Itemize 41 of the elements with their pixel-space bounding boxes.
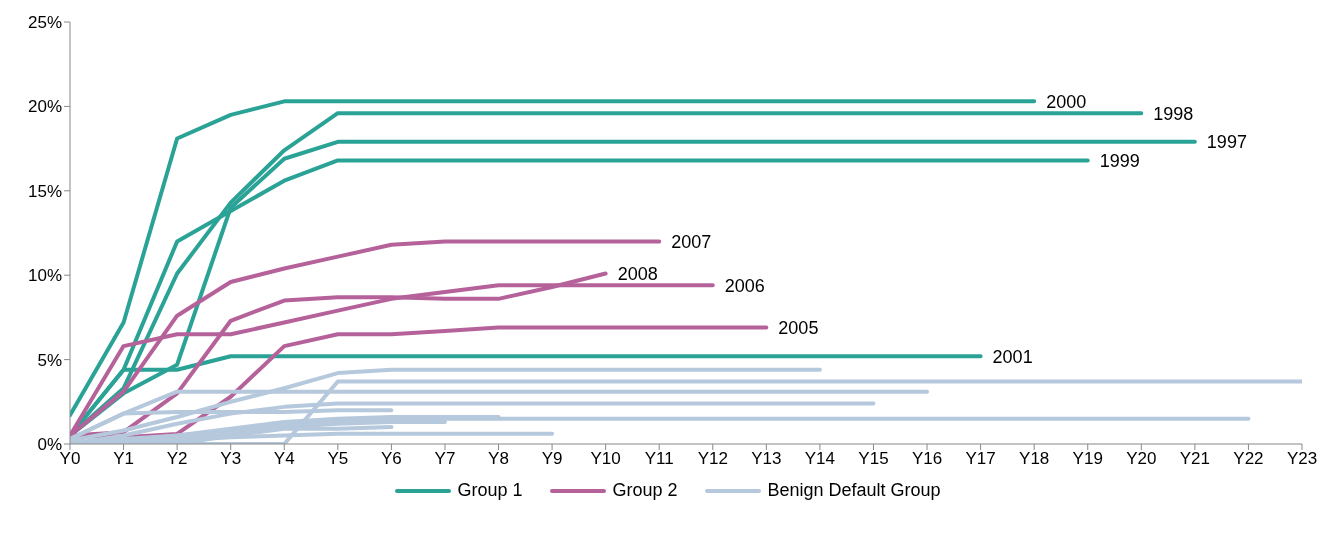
annotation: 2007: [671, 231, 712, 252]
x-tick-label: Y3: [220, 449, 242, 469]
x-tick-label: Y4: [273, 449, 295, 469]
annotation: 1998: [1153, 103, 1194, 124]
x-tick-label: Y6: [380, 449, 402, 469]
x-tick-label: Y20: [1126, 449, 1157, 469]
x-tick-label: Y11: [644, 449, 674, 469]
x-tick-label: Y14: [804, 449, 836, 469]
legend-label: Group 1: [457, 480, 523, 501]
y-tick-label: 5%: [37, 350, 62, 370]
x-tick-label: Y22: [1233, 449, 1264, 469]
x-tick-label: Y17: [965, 449, 996, 469]
x-tick-label: Y12: [697, 449, 728, 469]
x-tick-label: Y2: [166, 449, 188, 469]
x-tick-label: Y9: [541, 449, 563, 469]
x-tick-label: Y23: [1286, 449, 1318, 469]
x-tick-label: Y15: [858, 449, 889, 469]
annotation: 2005: [778, 317, 819, 338]
annotation: 1999: [1099, 150, 1140, 171]
x-tick-label: Y21: [1179, 449, 1210, 469]
legend-label: Group 2: [612, 480, 678, 501]
x-tick-label: Y5: [327, 449, 349, 469]
x-tick-label: Y18: [1019, 449, 1050, 469]
y-tick-label: 25%: [27, 13, 62, 33]
annotation: 2006: [724, 275, 765, 296]
annotation: 2008: [617, 263, 658, 284]
x-tick-label: Y13: [751, 449, 782, 469]
x-tick-label: Y7: [434, 449, 456, 469]
annotation: 2000: [1046, 91, 1087, 112]
x-tick-label: Y19: [1072, 449, 1103, 469]
y-tick-label: 10%: [27, 266, 62, 286]
x-tick-label: Y10: [590, 449, 621, 469]
x-tick-label: Y0: [59, 449, 81, 469]
annotation: 2001: [992, 346, 1033, 367]
x-tick-label: Y8: [488, 449, 509, 469]
y-tick-label: 15%: [27, 181, 62, 201]
x-tick-label: Y16: [911, 449, 943, 469]
legend-label: Benign Default Group: [767, 480, 941, 501]
y-tick-label: 20%: [27, 97, 62, 117]
x-tick-label: Y1: [113, 449, 134, 469]
annotation: 1997: [1206, 132, 1247, 153]
